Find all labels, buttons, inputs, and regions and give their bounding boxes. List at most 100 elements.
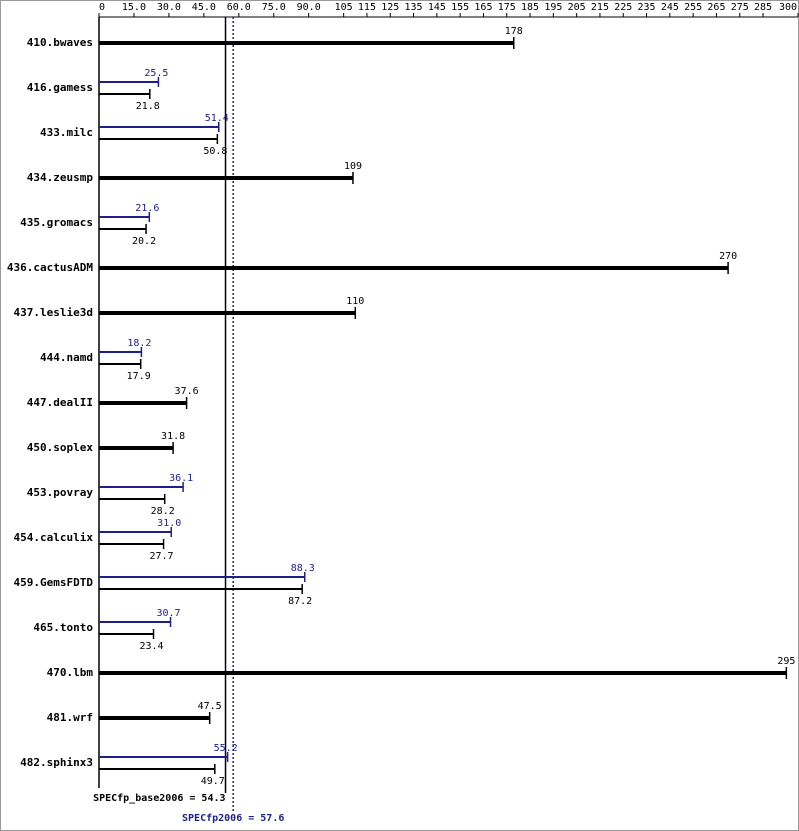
category-label: 459.GemsFDTD [14, 576, 94, 589]
bar [99, 138, 218, 140]
category-label: 454.calculix [14, 531, 94, 544]
x-tick-label: 45.0 [192, 2, 216, 13]
x-tick-label: 145 [428, 2, 446, 13]
bar [99, 176, 353, 180]
bar [99, 266, 729, 270]
category-label: 453.povray [27, 486, 94, 499]
x-tick-label: 165 [474, 2, 492, 13]
category-label: 450.soplex [27, 441, 94, 454]
x-tick-label: 105 [335, 2, 353, 13]
category-label: 436.cactusADM [7, 261, 93, 274]
value-label: 21.6 [135, 203, 159, 214]
value-label: 110 [346, 296, 364, 307]
bar [99, 486, 184, 488]
x-tick-label: 90.0 [297, 2, 321, 13]
bar [99, 531, 172, 533]
bar [99, 576, 305, 578]
value-label: 87.2 [288, 596, 312, 607]
category-label: 470.lbm [47, 666, 94, 679]
x-tick-label: 265 [707, 2, 725, 13]
value-label: 28.2 [151, 506, 175, 517]
value-label: 109 [344, 161, 362, 172]
reference-label: SPECfp_base2006 = 54.3 [93, 793, 225, 804]
value-label: 17.9 [127, 371, 151, 382]
reference-label: SPECfp2006 = 57.6 [182, 813, 284, 824]
value-label: 21.8 [136, 101, 160, 112]
category-label: 447.dealII [27, 396, 93, 409]
bar [99, 351, 142, 353]
bar [99, 41, 514, 45]
value-label: 23.4 [139, 641, 163, 652]
x-tick-label: 205 [568, 2, 586, 13]
value-label: 295 [777, 656, 795, 667]
bar [99, 498, 165, 500]
x-tick-label: 135 [405, 2, 423, 13]
bar [99, 126, 219, 128]
x-tick-label: 175 [498, 2, 516, 13]
x-tick-label: 155 [451, 2, 469, 13]
x-tick-label: 215 [591, 2, 609, 13]
value-label: 18.2 [127, 338, 151, 349]
value-label: 49.7 [201, 776, 225, 787]
value-label: 51.4 [205, 113, 229, 124]
value-label: 27.7 [149, 551, 173, 562]
value-label: 88.3 [291, 563, 315, 574]
value-label: 30.7 [156, 608, 180, 619]
bar [99, 93, 150, 95]
x-tick-label: 60.0 [227, 2, 251, 13]
x-tick-label: 275 [731, 2, 749, 13]
bar [99, 633, 154, 635]
bar [99, 81, 159, 83]
category-label: 434.zeusmp [27, 171, 94, 184]
bar [99, 768, 215, 770]
category-label: 444.namd [40, 351, 93, 364]
bar [99, 588, 303, 590]
x-tick-label: 255 [684, 2, 702, 13]
category-label: 410.bwaves [27, 36, 93, 49]
x-tick-label: 115 [358, 2, 376, 13]
value-label: 37.6 [175, 386, 199, 397]
category-label: 435.gromacs [20, 216, 93, 229]
x-tick-label: 125 [381, 2, 399, 13]
x-tick-label: 300 [779, 2, 797, 13]
value-label: 31.0 [157, 518, 181, 529]
x-tick-label: 235 [638, 2, 656, 13]
x-tick-label: 285 [754, 2, 772, 13]
bar [99, 401, 187, 405]
category-label: 433.milc [40, 126, 93, 139]
bar [99, 446, 174, 450]
category-label: 482.sphinx3 [20, 756, 93, 769]
value-label: 270 [719, 251, 737, 262]
value-label: 178 [505, 26, 523, 37]
value-label: 25.5 [144, 68, 168, 79]
bar [99, 716, 210, 720]
category-label: 437.leslie3d [14, 306, 93, 319]
category-label: 465.tonto [33, 621, 93, 634]
x-tick-label: 185 [521, 2, 539, 13]
x-tick-label: 0 [99, 2, 105, 13]
x-tick-label: 15.0 [122, 2, 146, 13]
x-tick-label: 225 [614, 2, 632, 13]
value-label: 36.1 [169, 473, 193, 484]
bar [99, 621, 171, 623]
bar [99, 756, 228, 758]
bar [99, 543, 164, 545]
value-label: 50.8 [203, 146, 227, 157]
bar [99, 311, 356, 315]
x-tick-label: 245 [661, 2, 679, 13]
value-label: 20.2 [132, 236, 156, 247]
bar [99, 228, 147, 230]
category-label: 416.gamess [27, 81, 93, 94]
value-label: 31.8 [161, 431, 185, 442]
bar [99, 216, 150, 218]
category-label: 481.wrf [47, 711, 93, 724]
bar [99, 363, 141, 365]
x-tick-label: 75.0 [262, 2, 286, 13]
x-tick-label: 195 [544, 2, 562, 13]
x-tick-label: 30.0 [157, 2, 181, 13]
value-label: 47.5 [198, 701, 222, 712]
value-label: 55.2 [214, 743, 238, 754]
